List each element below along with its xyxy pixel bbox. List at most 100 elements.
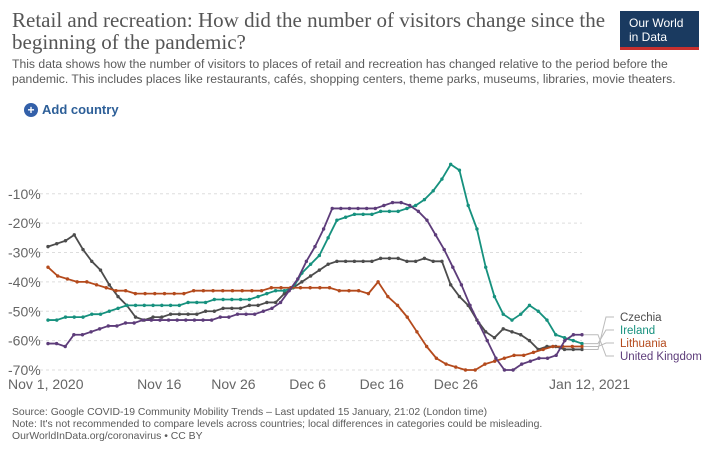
data-point — [339, 206, 343, 211]
data-point — [501, 327, 505, 331]
data-point — [90, 312, 94, 316]
data-point — [459, 283, 464, 287]
y-axis-ticks: -10% -20% -30% -40% -50% -60% -70% — [8, 186, 41, 378]
data-point — [502, 356, 507, 360]
data-point — [570, 344, 574, 349]
data-point — [317, 253, 322, 258]
data-point — [468, 303, 472, 308]
data-point — [318, 286, 322, 290]
data-point — [98, 312, 103, 316]
y-tick-label: -20% — [8, 215, 41, 231]
data-point — [107, 283, 111, 287]
data-point — [571, 333, 576, 337]
y-tick-label: -60% — [8, 333, 41, 349]
data-point — [158, 318, 162, 322]
data-point — [63, 344, 67, 349]
data-point — [387, 209, 392, 214]
data-point — [485, 338, 489, 343]
data-point — [405, 259, 409, 264]
data-point — [376, 280, 380, 284]
site-link[interactable]: OurWorldInData.org/coronavirus • CC BY — [12, 431, 203, 443]
add-country-button[interactable]: + Add country — [24, 102, 119, 117]
data-point — [448, 283, 453, 287]
data-point — [457, 168, 462, 172]
data-point — [296, 277, 300, 281]
data-point — [221, 288, 225, 293]
data-point — [261, 309, 266, 313]
data-point — [221, 297, 225, 302]
y-tick-label: -50% — [8, 303, 41, 319]
data-point — [483, 362, 487, 366]
data-point — [580, 341, 584, 346]
data-point — [431, 189, 435, 193]
legend-connector — [584, 334, 614, 357]
legend-entry: Czechia — [620, 312, 662, 324]
data-point — [405, 315, 409, 319]
data-point — [580, 347, 584, 352]
x-tick-label: Nov 16 — [137, 376, 182, 392]
data-point — [80, 333, 85, 337]
data-point — [448, 162, 453, 167]
data-point — [201, 318, 205, 322]
data-point — [361, 212, 365, 217]
data-point — [238, 297, 243, 302]
data-point — [114, 288, 118, 293]
x-tick-label: Jan 12, 2021 — [549, 376, 630, 392]
data-point — [519, 312, 523, 316]
data-point — [473, 368, 477, 372]
data-point — [440, 259, 444, 264]
data-point — [522, 353, 526, 358]
data-point — [160, 303, 164, 308]
data-point — [192, 318, 197, 322]
data-point — [463, 368, 468, 372]
data-point — [405, 206, 409, 211]
data-point — [308, 262, 313, 266]
data-point — [175, 318, 179, 322]
data-point — [203, 309, 208, 313]
data-point — [177, 312, 182, 316]
data-point — [142, 303, 146, 308]
data-point — [511, 368, 515, 372]
data-point — [54, 341, 59, 346]
data-point — [168, 312, 173, 316]
data-point — [484, 265, 488, 269]
data-point — [444, 362, 448, 366]
data-point — [90, 259, 94, 264]
data-point — [55, 318, 59, 322]
data-point — [370, 259, 374, 264]
data-point — [520, 362, 524, 366]
data-point — [259, 288, 264, 293]
data-point — [123, 321, 128, 325]
data-point — [97, 327, 102, 331]
x-tick-label: Nov 1, 2020 — [8, 376, 84, 392]
data-point — [413, 259, 418, 264]
data-point — [571, 338, 575, 343]
data-point — [580, 333, 584, 337]
data-point — [386, 294, 390, 299]
data-point — [476, 321, 481, 325]
data-point — [536, 309, 540, 313]
data-point — [270, 306, 274, 311]
owid-logo[interactable]: Our World in Data — [620, 11, 699, 50]
data-point — [115, 324, 119, 328]
data-point — [554, 333, 558, 337]
data-point — [46, 265, 50, 269]
data-point — [510, 318, 514, 322]
legend-entry: United Kingdom — [620, 351, 702, 363]
data-point — [527, 303, 532, 308]
data-point — [317, 268, 322, 272]
data-point — [209, 318, 214, 322]
data-point — [433, 233, 438, 237]
data-point — [186, 300, 190, 305]
data-point — [440, 177, 444, 181]
data-point — [415, 330, 419, 334]
data-point — [132, 321, 136, 325]
data-point — [240, 288, 244, 293]
data-point — [247, 297, 252, 302]
data-point — [218, 315, 222, 319]
data-point — [551, 344, 555, 349]
data-point — [304, 259, 309, 264]
data-point — [343, 215, 348, 219]
data-point — [116, 306, 120, 311]
